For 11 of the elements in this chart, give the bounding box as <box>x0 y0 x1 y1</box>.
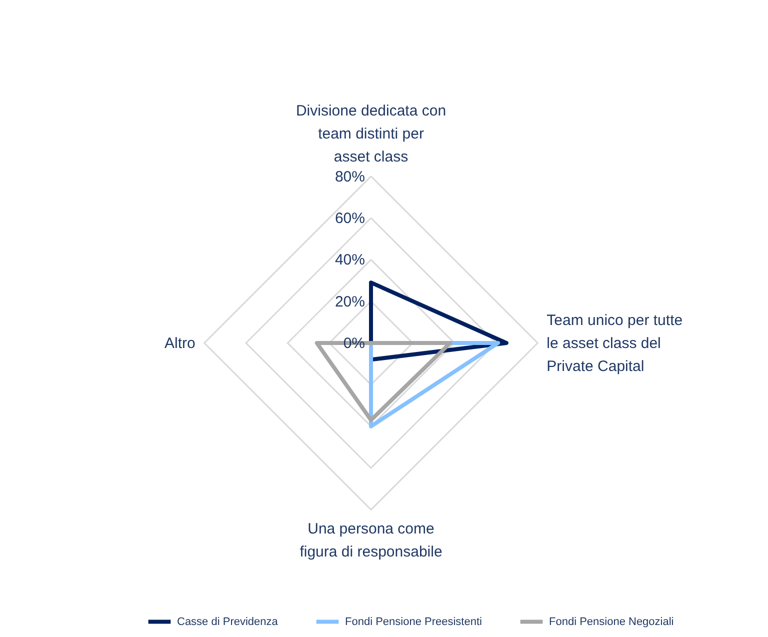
y-tick-label: 40% <box>334 252 365 269</box>
legend-label: Fondi Pensione Negoziali <box>549 616 674 628</box>
spoke-label: Divisione dedicata con team distinti per asset class <box>296 102 446 166</box>
spoke-label: Una persona come figura di responsabile <box>300 520 442 561</box>
spoke-label: Altro <box>164 335 196 352</box>
spoke-label: Team unico per tutte le asset class del Private Capital <box>546 312 683 375</box>
legend-label: Casse di Previdenza <box>177 616 279 628</box>
y-tick-label: 80% <box>334 168 365 186</box>
legend-label: Fondi Pensione Preesistenti <box>345 616 482 628</box>
y-tick-label: 20% <box>334 293 365 310</box>
y-tick-label: 60% <box>334 210 365 227</box>
